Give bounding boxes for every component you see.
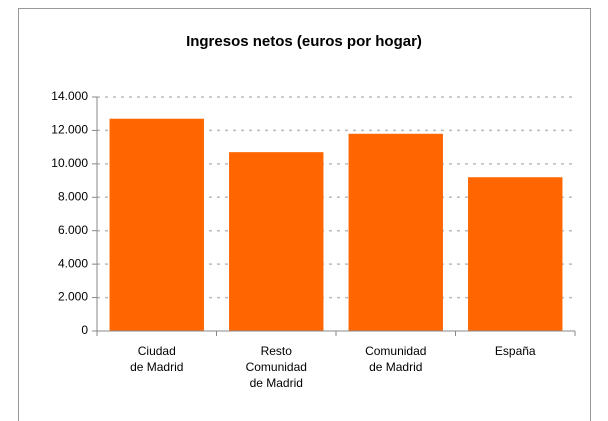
bar	[468, 177, 563, 331]
bar	[229, 152, 324, 331]
x-tick-label: España	[494, 344, 536, 358]
x-tick-label: Comunidad de Madrid	[365, 344, 427, 374]
x-tick-label: Ciudad de Madrid	[130, 344, 184, 374]
y-tick-label: 12.000	[51, 123, 88, 137]
y-tick-label: 0	[81, 323, 88, 337]
y-tick-label: 2.000	[58, 290, 88, 304]
y-tick-label: 4.000	[58, 256, 88, 270]
x-tick-label: Resto Comunidad de Madrid	[245, 344, 307, 390]
y-tick-label: 8.000	[58, 189, 88, 203]
bar	[109, 118, 204, 331]
y-tick-label: 14.000	[51, 89, 88, 103]
y-tick-label: 6.000	[58, 223, 88, 237]
chart-title: Ingresos netos (euros por hogar)	[186, 33, 422, 50]
bar	[348, 133, 443, 331]
y-tick-label: 10.000	[51, 156, 88, 170]
